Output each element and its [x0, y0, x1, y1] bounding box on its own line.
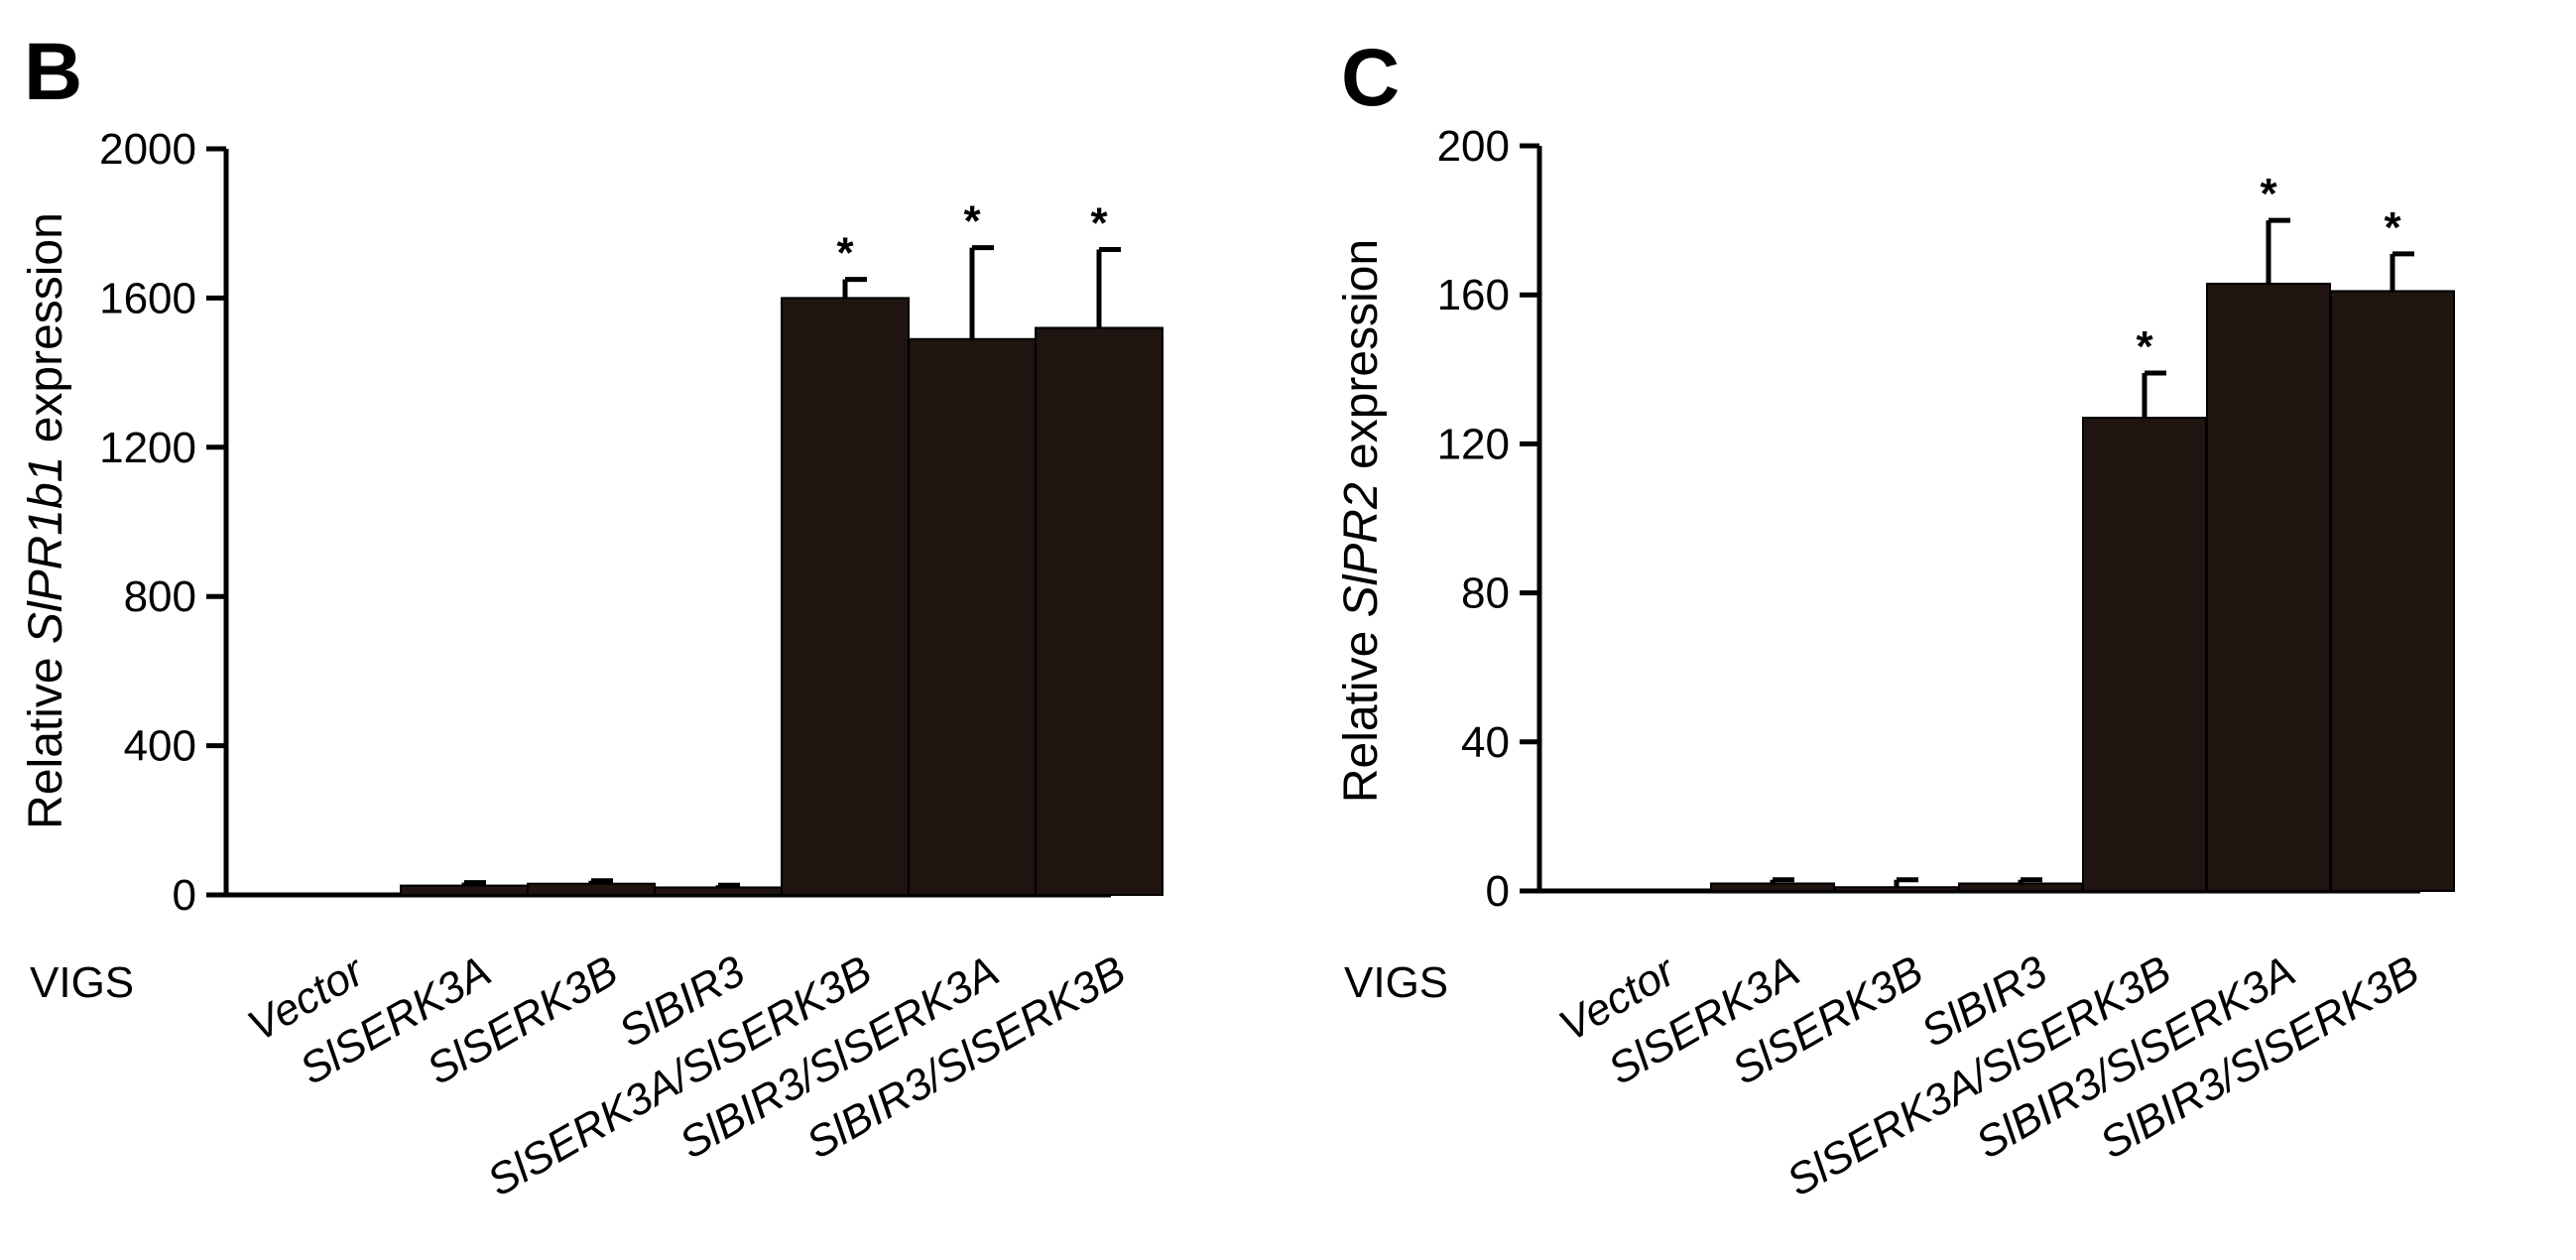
bar-5: [2082, 417, 2207, 892]
chart-panel-c: C 0 40 80 120 160 200 Relative SlPR2 expression…: [1335, 33, 2455, 1206]
bar-3: [527, 882, 656, 896]
bar-4: [654, 886, 783, 896]
panel-label-b: B: [24, 27, 82, 117]
y-tick-label: 200: [1437, 122, 1510, 171]
bar-2: [1710, 882, 1835, 892]
bar-2: [400, 884, 529, 896]
bar-3: [1834, 886, 1959, 892]
panel-label-c: C: [1341, 33, 1400, 123]
y-tick-label: 1200: [99, 424, 196, 472]
chart-panel-b: B 0 400 800 1200 1600 2000 Relative SlPR1b1 exp…: [20, 27, 1164, 1206]
bar-6: [2206, 282, 2331, 892]
bar-4: [1958, 882, 2083, 892]
vigs-label: VIGS: [1344, 958, 1448, 1007]
y-tick-label: 1600: [99, 274, 196, 322]
significance-marker-7: *: [1090, 199, 1108, 248]
y-tick-label: 400: [124, 722, 196, 771]
y-tick-label: 120: [1437, 420, 1510, 468]
y-tick-label: 0: [173, 871, 196, 920]
y-tick-label: 40: [1461, 718, 1510, 767]
y-tick-label: 2000: [99, 125, 196, 174]
y-tick-label: 160: [1437, 271, 1510, 319]
y-axis-label: Relative SlPR2 expression: [1335, 239, 1388, 803]
bar-5: [781, 297, 910, 896]
y-tick-label: 800: [124, 572, 196, 621]
vigs-label: VIGS: [30, 958, 134, 1007]
bar-6: [908, 337, 1037, 896]
significance-marker-6: *: [2260, 170, 2277, 218]
significance-marker-5: *: [2136, 322, 2153, 371]
y-axis-label: Relative SlPR1b1 expression: [20, 212, 72, 829]
significance-marker-7: *: [2384, 203, 2401, 252]
bar-7: [2330, 290, 2455, 892]
bar-7: [1035, 326, 1164, 897]
y-tick-label: 0: [1486, 867, 1510, 916]
significance-marker-6: *: [963, 197, 981, 246]
significance-marker-5: *: [836, 229, 854, 278]
y-tick-label: 80: [1461, 569, 1510, 618]
